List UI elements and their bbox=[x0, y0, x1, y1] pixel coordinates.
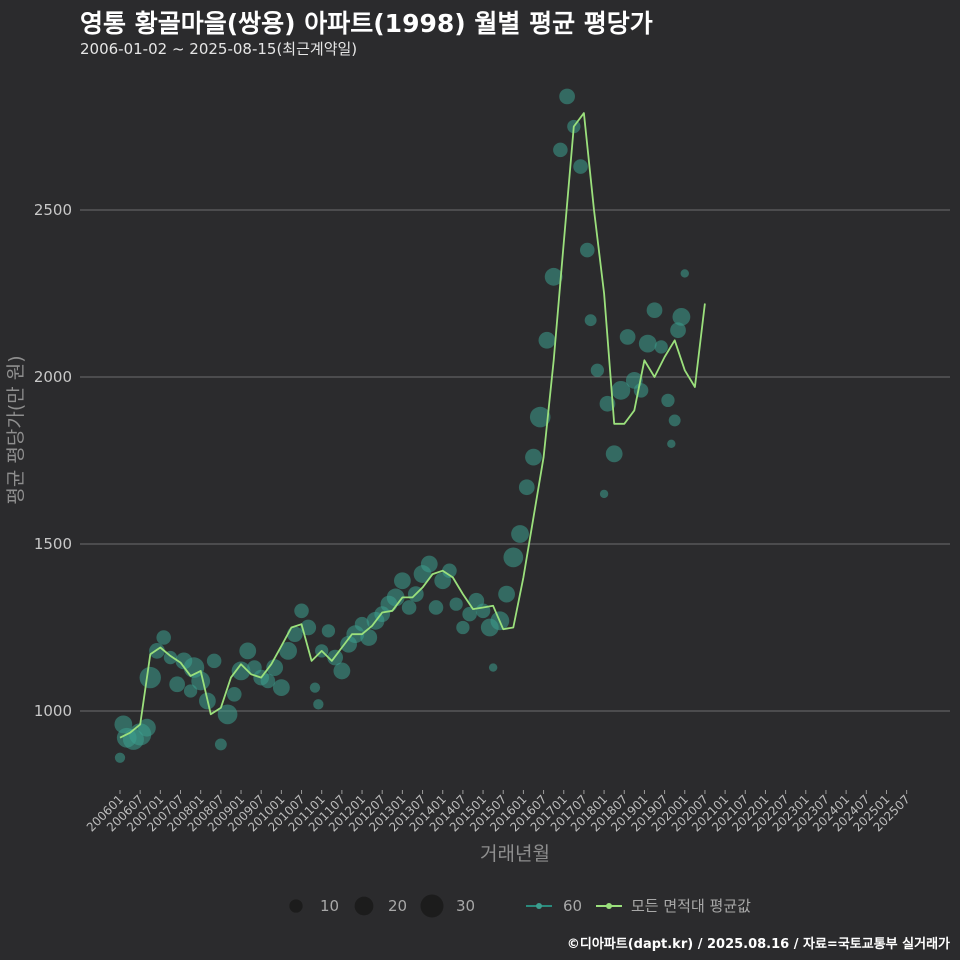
data-point bbox=[573, 159, 588, 174]
data-point bbox=[321, 624, 336, 638]
data-point bbox=[191, 671, 211, 691]
data-point bbox=[661, 393, 675, 408]
average-line bbox=[119, 112, 706, 739]
data-point bbox=[498, 585, 515, 603]
data-point bbox=[279, 641, 297, 660]
data-point bbox=[354, 616, 370, 632]
data-point bbox=[360, 629, 378, 646]
data-point bbox=[488, 663, 498, 672]
data-point bbox=[456, 620, 470, 635]
data-point bbox=[137, 718, 156, 737]
source-caption: ©디아파트(dapt.kr) / 2025.08.16 / 자료=국토교통부 실… bbox=[566, 937, 950, 952]
y-tick-label: 1500 bbox=[34, 535, 72, 553]
data-point bbox=[420, 555, 438, 573]
chart-title: 영통 황골마을(쌍용) 아파트(1998) 월별 평균 평당가 bbox=[80, 9, 653, 38]
y-tick-label: 2000 bbox=[34, 368, 72, 386]
legend-size-label: 30 bbox=[456, 897, 475, 915]
chart-subtitle: 2006-01-02 ~ 2025-08-15(최근계약일) bbox=[80, 40, 358, 58]
y-tick-label: 1000 bbox=[34, 702, 72, 720]
data-point bbox=[475, 603, 491, 619]
data-point bbox=[667, 439, 676, 448]
data-point bbox=[646, 302, 663, 319]
data-point bbox=[619, 329, 636, 345]
legend-size-label: 10 bbox=[320, 897, 339, 915]
data-point bbox=[449, 597, 463, 611]
data-point bbox=[183, 684, 198, 698]
data-point bbox=[393, 572, 411, 590]
data-point bbox=[227, 687, 242, 702]
data-point bbox=[286, 626, 303, 643]
data-point bbox=[525, 448, 542, 466]
data-point bbox=[206, 653, 222, 669]
data-point bbox=[654, 340, 668, 354]
data-point bbox=[580, 242, 595, 258]
legend-series-label: 60 bbox=[563, 897, 582, 915]
data-point bbox=[680, 269, 689, 278]
data-point bbox=[462, 606, 477, 622]
x-axis-title: 거래년월 bbox=[480, 843, 550, 865]
data-point bbox=[239, 642, 257, 660]
y-axis-ticks: 1000 1500 2000 2500 bbox=[34, 201, 72, 720]
gridlines bbox=[80, 209, 950, 712]
data-point bbox=[590, 363, 605, 377]
data-point bbox=[114, 752, 126, 763]
data-point bbox=[313, 699, 324, 710]
data-point bbox=[139, 666, 161, 689]
legend-size-dot-10 bbox=[289, 899, 303, 913]
x-axis-ticks: 2006012006072007012007072008012008072009… bbox=[84, 790, 913, 835]
data-point bbox=[633, 383, 649, 398]
data-point bbox=[605, 445, 623, 463]
data-point bbox=[638, 334, 657, 353]
data-point bbox=[544, 267, 563, 286]
data-point bbox=[599, 395, 616, 412]
data-point bbox=[149, 643, 165, 659]
legend-series-dot bbox=[536, 903, 542, 909]
legend-avg-label: 모든 면적대 평균값 bbox=[631, 897, 751, 915]
data-point bbox=[428, 600, 444, 615]
data-point bbox=[309, 682, 321, 693]
data-point bbox=[511, 525, 529, 543]
data-point bbox=[584, 314, 597, 327]
data-point bbox=[611, 380, 631, 400]
data-point bbox=[553, 142, 568, 158]
data-point bbox=[214, 738, 227, 751]
legend-size-label: 20 bbox=[388, 897, 407, 915]
legend-size-dot-20 bbox=[354, 896, 374, 916]
data-point bbox=[169, 676, 186, 693]
data-point bbox=[442, 563, 457, 578]
data-point bbox=[672, 307, 691, 326]
data-point bbox=[156, 630, 171, 645]
data-point bbox=[559, 88, 575, 105]
data-point bbox=[518, 479, 535, 496]
data-point bbox=[217, 704, 238, 725]
data-point bbox=[538, 331, 556, 349]
data-point bbox=[670, 322, 686, 339]
legend: 10 20 30 60 모든 면적대 평균값 bbox=[289, 894, 751, 918]
data-point bbox=[668, 414, 681, 427]
y-axis-title: 평균 평당가(만 원) bbox=[5, 355, 27, 504]
data-point bbox=[231, 661, 251, 681]
data-point bbox=[529, 406, 551, 428]
data-point bbox=[599, 489, 609, 499]
legend-size-dot-30 bbox=[420, 894, 444, 918]
data-point bbox=[260, 673, 276, 689]
data-point bbox=[272, 679, 290, 697]
data-point bbox=[333, 662, 351, 680]
legend-avg-dot bbox=[606, 903, 612, 909]
avg-series-line bbox=[119, 112, 706, 739]
data-point bbox=[401, 600, 417, 615]
scatter-points-60 bbox=[114, 88, 691, 763]
data-point bbox=[294, 603, 309, 619]
y-tick-label: 2500 bbox=[34, 201, 72, 219]
data-point bbox=[266, 659, 284, 676]
data-point bbox=[503, 547, 524, 568]
